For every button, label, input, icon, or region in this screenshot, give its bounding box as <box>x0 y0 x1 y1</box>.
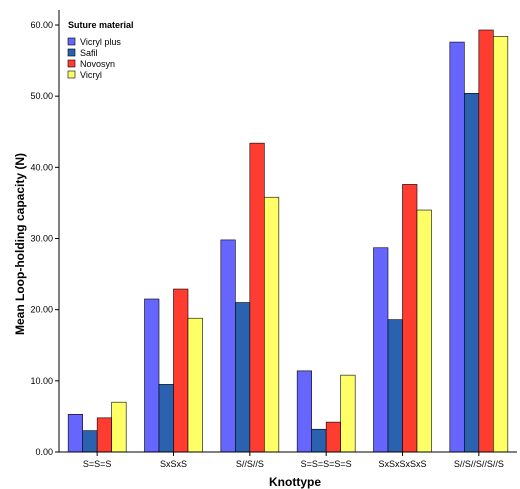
legend-swatch <box>67 48 76 57</box>
legend-label: Vicryl <box>80 70 102 80</box>
legend-swatch <box>67 37 76 46</box>
bar <box>311 428 327 453</box>
bar <box>325 421 341 453</box>
legend-title: Suture material <box>68 20 134 30</box>
x-tick-label: SxSxSxSxS <box>378 459 426 469</box>
bar <box>296 370 312 453</box>
y-tick-label: 0.00 <box>35 447 53 457</box>
y-tick-label: 20.00 <box>30 305 53 315</box>
bar <box>264 196 280 453</box>
bar <box>187 317 203 453</box>
legend: Suture material Vicryl plusSafilNovosynV… <box>67 20 134 80</box>
x-tick-label: S//S//S//S//S <box>454 459 504 469</box>
bar <box>373 247 389 453</box>
bar <box>220 239 236 453</box>
x-tick-label: S=S=S <box>83 459 112 469</box>
bar <box>144 298 160 453</box>
legend-label: Novosyn <box>80 59 115 69</box>
bar <box>449 41 465 453</box>
bar <box>402 184 418 453</box>
bar <box>235 302 251 453</box>
legend-swatch <box>67 70 76 79</box>
bar <box>464 93 480 453</box>
bar <box>111 401 127 453</box>
y-axis-title: Mean Loop-holding capacity (N) <box>13 153 27 335</box>
x-tick-label: SxSxS <box>160 459 187 469</box>
y-tick-label: 10.00 <box>30 376 53 386</box>
legend-label: Safil <box>80 48 98 58</box>
bar <box>173 288 189 453</box>
x-axis-title: Knottype <box>269 475 321 489</box>
bar <box>493 36 509 453</box>
bar <box>478 29 494 453</box>
legend-swatch <box>67 59 76 68</box>
legend-label: Vicryl plus <box>80 37 121 47</box>
x-tick-label: S=S=S=S=S <box>301 459 352 469</box>
y-tick-label: 30.00 <box>30 234 53 244</box>
bar <box>340 374 356 453</box>
bar <box>249 142 265 453</box>
y-tick-label: 40.00 <box>30 162 53 172</box>
bar <box>158 384 174 453</box>
y-axis-ticks: 0.00 10.00 20.00 30.00 40.00 50.00 60.00 <box>30 20 59 457</box>
x-axis-ticks: S=S=S SxSxS S//S//S S=S=S=S=S SxSxSxSxS S//S/… <box>83 452 504 469</box>
bar <box>96 417 112 453</box>
bar <box>67 413 83 453</box>
bars <box>67 29 509 453</box>
bar <box>416 209 432 453</box>
y-tick-label: 60.00 <box>30 20 53 30</box>
x-tick-label: S//S//S <box>236 459 264 469</box>
y-tick-label: 50.00 <box>30 91 53 101</box>
bar <box>82 430 98 453</box>
bar <box>387 319 403 453</box>
